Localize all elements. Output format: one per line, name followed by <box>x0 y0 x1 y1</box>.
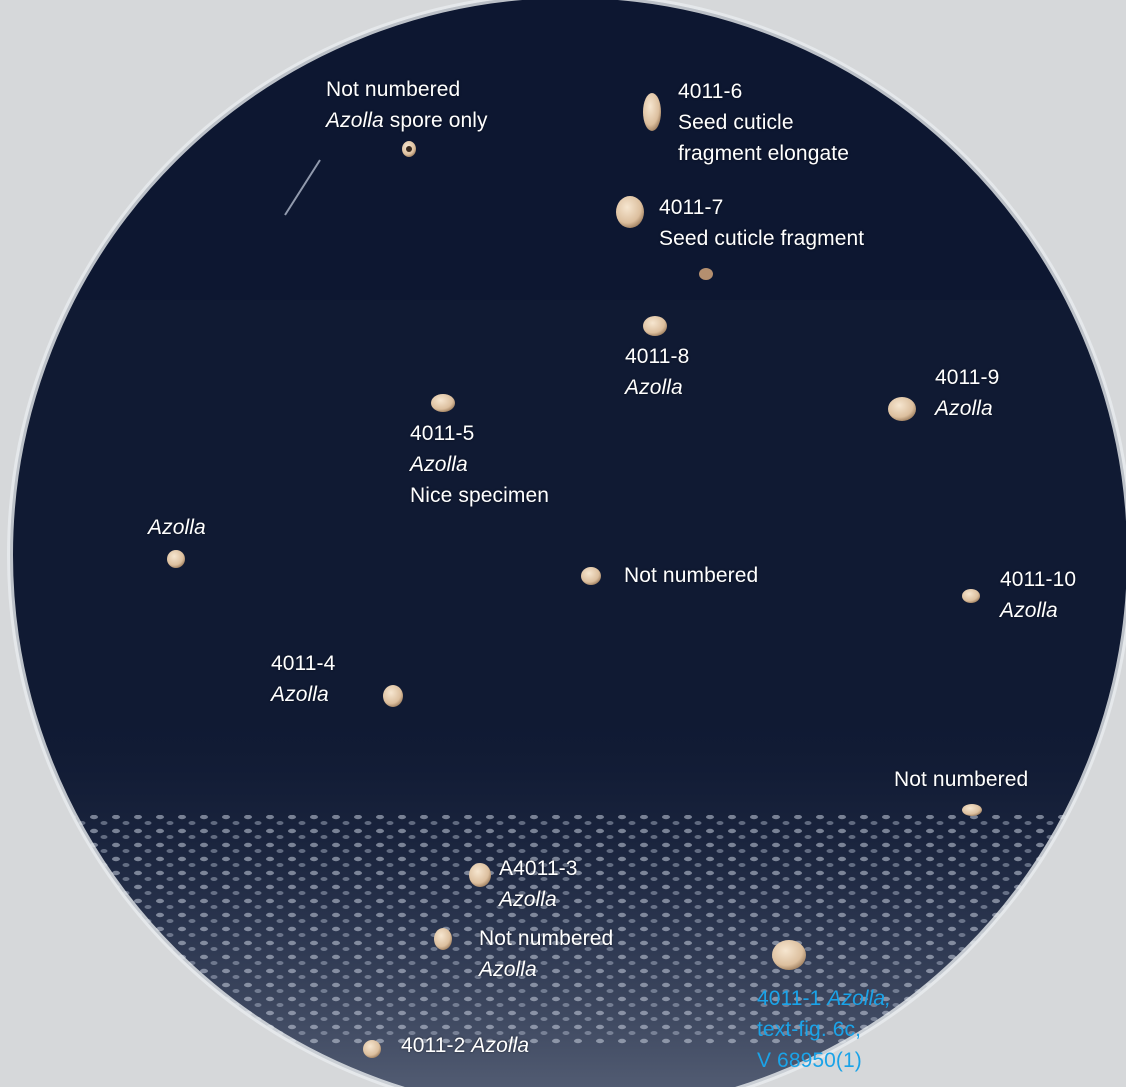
label-line: fragment elongate <box>678 142 849 165</box>
label-4011-8: 4011-8 Azolla <box>625 341 689 403</box>
taxon-name: Azolla <box>271 683 329 706</box>
label-line: Seed cuticle <box>678 111 794 134</box>
label-4011-5: 4011-5 Azolla Nice specimen <box>410 418 549 511</box>
specimen-4011-8 <box>643 316 667 336</box>
label-4011-10: 4011-10 Azolla <box>1000 564 1076 626</box>
specimen-4011-10 <box>962 589 980 603</box>
specimen-number: 4011-5 <box>410 422 475 445</box>
label-line: Nice specimen <box>410 484 550 507</box>
specimen-number: 4011-9 <box>935 366 1000 389</box>
label-top-left-not-numbered: Not numbered Azolla spore only <box>326 74 488 136</box>
label-center-not-numbered: Not numbered <box>624 560 758 591</box>
specimen-4011-1 <box>772 940 806 970</box>
specimen-number: A4011-3 <box>499 857 578 880</box>
specimen-right-not-numbered <box>962 804 982 816</box>
specimen-number: 4011-8 <box>625 345 690 368</box>
taxon-name: Azolla, <box>827 987 892 1010</box>
specimen-4011-7 <box>616 196 644 228</box>
label-right-not-numbered: Not numbered <box>894 764 1028 795</box>
label-4011-6: 4011-6 Seed cuticle fragment elongate <box>678 76 849 169</box>
specimen-number: 4011-4 <box>271 652 336 675</box>
specimen-number: 4011-10 <box>1000 568 1077 591</box>
label-line: Not numbered <box>479 927 614 950</box>
taxon-name: Azolla <box>410 453 468 476</box>
label-left-azolla: Azolla <box>148 512 206 543</box>
label-4011-9: 4011-9 Azolla <box>935 362 999 424</box>
specimen-number: 4011-6 <box>678 80 743 103</box>
label-line: Azolla spore only <box>326 105 488 136</box>
label-4011-2: 4011-2 Azolla <box>401 1030 529 1061</box>
taxon-name: Azolla <box>479 958 537 981</box>
label-A4011-3: A4011-3 Azolla <box>499 853 578 915</box>
taxon-name: Azolla <box>499 888 557 911</box>
figure-reference: text-fig. 6c, <box>757 1018 862 1041</box>
catalogue-number: V 68950(1) <box>757 1049 862 1072</box>
taxon-name: Azolla <box>1000 599 1058 622</box>
label-line: Not numbered <box>624 564 759 587</box>
taxon-name: Azolla <box>625 376 683 399</box>
specimen-4011-2 <box>363 1040 381 1058</box>
taxon-name: Azolla <box>935 397 993 420</box>
label-4011-1: 4011-1 Azolla, text-fig. 6c, V 68950(1) <box>757 983 891 1076</box>
taxon-name: Azolla <box>471 1034 530 1057</box>
specimen-4011-5 <box>431 394 455 412</box>
label-4011-7: 4011-7 Seed cuticle fragment <box>659 192 864 254</box>
specimen-4011-6 <box>643 93 661 131</box>
label-line: 4011-1 Azolla, <box>757 983 891 1014</box>
slide-rim <box>7 0 1126 1087</box>
taxon-name: Azolla <box>326 109 384 132</box>
specimen-4011-9 <box>888 397 916 421</box>
specimen-center-not-numbered <box>581 567 601 585</box>
label-bottom-not-numbered: Not numbered Azolla <box>479 923 613 985</box>
specimens <box>167 93 982 1058</box>
specimen-number: 4011-7 <box>659 196 724 219</box>
specimen-small-debris <box>699 268 713 280</box>
label-text: spore only <box>383 109 488 132</box>
taxon-name: Azolla <box>148 516 206 539</box>
specimen-number: 4011-1 <box>757 987 828 1010</box>
label-4011-4: 4011-4 Azolla <box>271 648 335 710</box>
label-line: Not numbered <box>894 768 1029 791</box>
specimen-number: 4011-2 <box>401 1034 472 1057</box>
specimen-4011-4 <box>383 685 403 707</box>
specimen-A4011-3 <box>469 863 491 887</box>
scratch-mark <box>284 159 321 216</box>
label-line: Seed cuticle fragment <box>659 227 865 250</box>
specimen-left-azolla <box>167 550 185 568</box>
label-line: 4011-2 Azolla <box>401 1030 529 1061</box>
specimen-bottom-not-numbered <box>434 928 452 950</box>
label-line: Not numbered <box>326 78 461 101</box>
